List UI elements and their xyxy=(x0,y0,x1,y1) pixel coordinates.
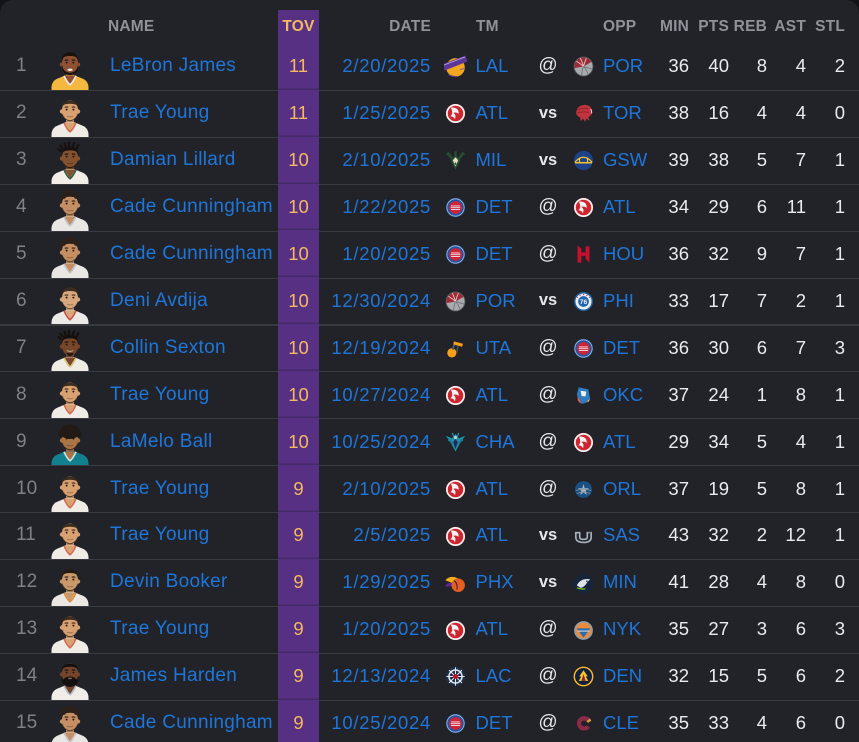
svg-text:76: 76 xyxy=(580,299,588,306)
